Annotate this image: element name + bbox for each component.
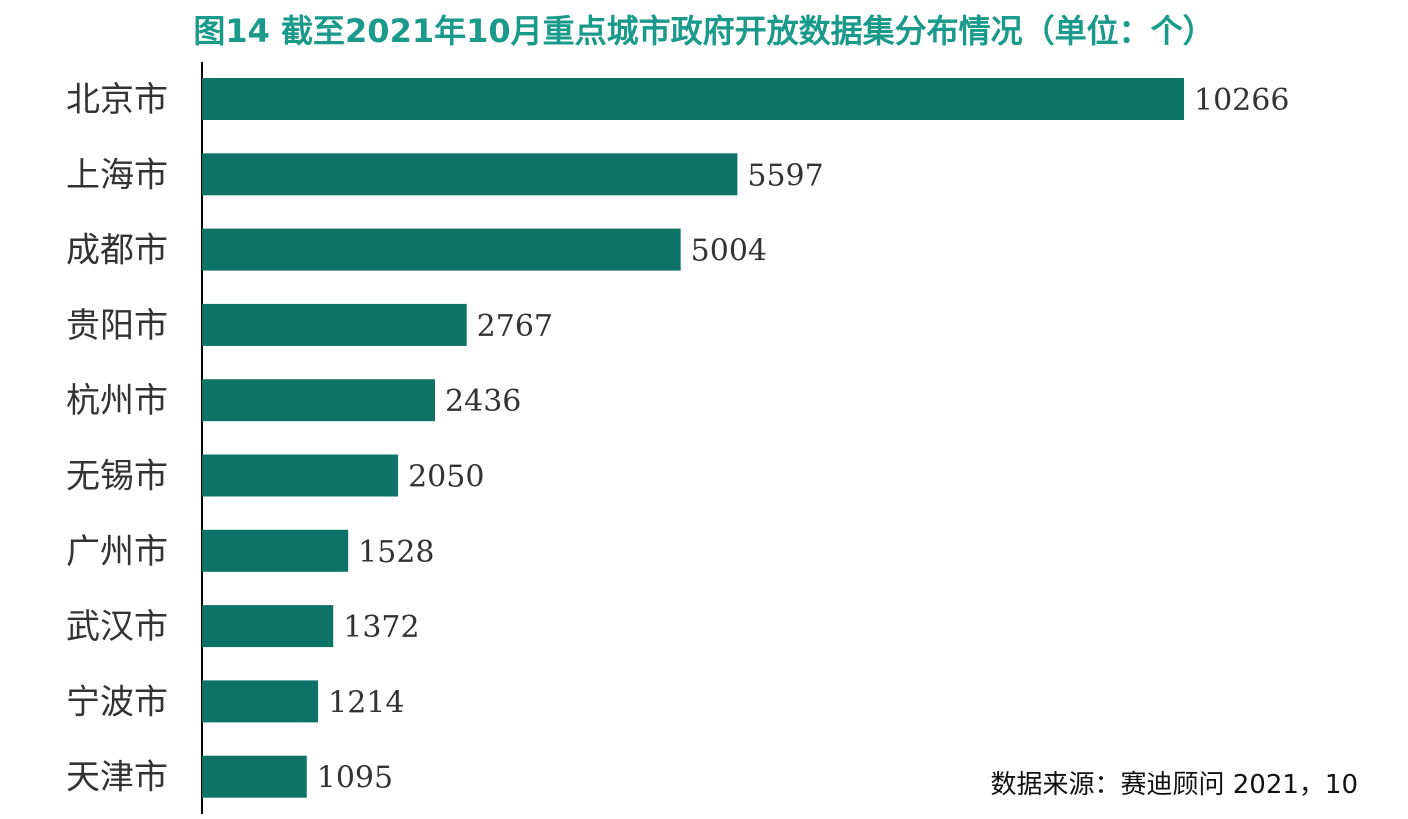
value-label: 2767 <box>477 309 553 344</box>
category-label: 广州市 <box>66 532 168 572</box>
value-label: 1528 <box>358 535 434 570</box>
category-label: 无锡市 <box>66 457 168 497</box>
category-label: 贵阳市 <box>66 306 168 346</box>
chart-title: 图14 截至2021年10月重点城市政府开放数据集分布情况（单位：个） <box>193 12 1215 50</box>
value-label: 1214 <box>328 685 404 720</box>
bar-0 <box>202 78 1184 120</box>
value-label: 10266 <box>1194 83 1289 118</box>
source-note: 数据来源：赛迪顾问 2021，10 <box>990 770 1358 800</box>
bar-5 <box>202 454 399 497</box>
category-label: 成都市 <box>66 231 168 271</box>
bar-2 <box>202 228 681 271</box>
category-label: 武汉市 <box>66 607 168 647</box>
bar-7 <box>202 605 334 648</box>
bar-8 <box>202 680 319 723</box>
category-label: 天津市 <box>66 758 168 798</box>
category-label: 北京市 <box>66 80 168 120</box>
bar-9 <box>202 755 307 798</box>
value-label: 5597 <box>747 158 823 193</box>
bar-4 <box>202 379 436 422</box>
value-label: 1095 <box>317 761 393 796</box>
category-label: 宁波市 <box>66 682 168 722</box>
bar-6 <box>202 529 349 572</box>
value-label: 2436 <box>445 384 521 419</box>
category-label: 杭州市 <box>66 381 168 421</box>
value-label: 5004 <box>691 234 767 269</box>
bar-3 <box>202 303 467 346</box>
value-label: 1372 <box>343 610 419 645</box>
value-label: 2050 <box>408 460 484 495</box>
bars-group: 北京市 10266 上海市 5597 成都市 5004 贵阳市 2767 杭州市 2436 无锡市 2… <box>66 78 1289 798</box>
bar-1 <box>202 153 738 196</box>
category-label: 上海市 <box>66 155 168 195</box>
